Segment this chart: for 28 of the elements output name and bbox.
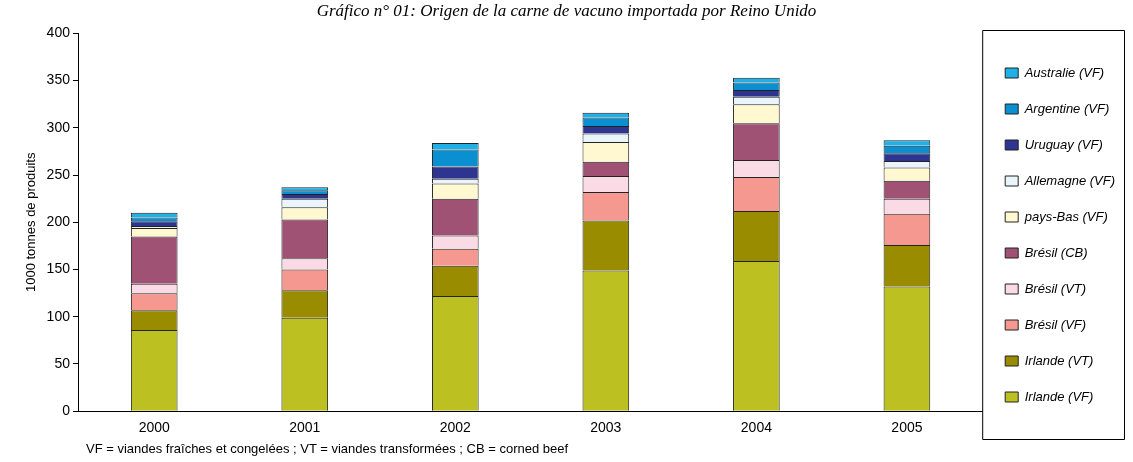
- x-tick-label: 2002: [439, 419, 472, 436]
- x-tick-label: 2004: [740, 419, 773, 436]
- legend-label: Australie (VF): [1023, 64, 1105, 80]
- legend-label: Uruguay (VF): [1024, 136, 1103, 152]
- x-tick-label: 2005: [891, 419, 923, 436]
- legend-label: Brésil (VF): [1024, 316, 1087, 332]
- y-tick-label: 100: [46, 307, 71, 324]
- legend-label: Allemagne (VF): [1023, 172, 1115, 188]
- legend-label: Argentine (VF): [1023, 100, 1110, 116]
- y-tick-label: 400: [46, 24, 71, 41]
- y-axis-title: 1000 tonnes de produits: [23, 152, 39, 293]
- y-tick-label: 350: [46, 71, 71, 88]
- y-tick-label: 150: [46, 260, 71, 277]
- text: VF = viandes fraîches et congelées ; VT = viandes transformées ; CB = corned beef: [85, 440, 570, 458]
- chart-title: Gráfico n° 01: Origen de la carne de vacuno importada por Reino Unido: [315, 0, 818, 22]
- x-tick-label: 2000: [138, 419, 171, 436]
- x-tick-label: 2003: [590, 419, 622, 436]
- legend-label: pays-Bas (VF): [1023, 208, 1108, 224]
- x-tick-label: 2001: [289, 419, 321, 436]
- legend-label: Irlande (VF): [1024, 388, 1094, 404]
- y-tick-label: 0: [62, 402, 71, 419]
- y-tick-label: 200: [46, 213, 71, 230]
- y-tick-label: 50: [54, 354, 71, 371]
- y-tick-label: 250: [46, 165, 71, 182]
- legend-label: Brésil (VT): [1024, 280, 1087, 296]
- legend-label: Irlande (VT): [1024, 352, 1094, 368]
- y-tick-label: 300: [46, 118, 71, 135]
- legend-label: Brésil (CB): [1024, 244, 1088, 260]
